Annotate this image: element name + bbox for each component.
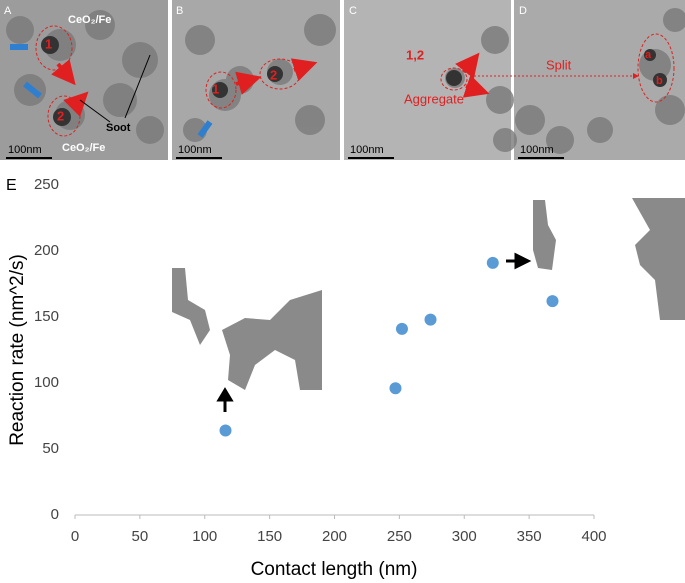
panel-label: D [519, 5, 527, 17]
x-axis-title: Contact length (nm) [251, 559, 418, 580]
point [389, 382, 402, 395]
red-arrows [51, 52, 490, 117]
point [546, 295, 559, 308]
point [395, 322, 408, 335]
annotation: 1 [45, 36, 52, 51]
annotation: 1,2 [406, 47, 424, 62]
annotation: 2 [270, 67, 277, 82]
x-tick-label: 50 [132, 528, 149, 545]
soot-pointers [79, 54, 151, 123]
annotation: CeO₂/Fe [68, 14, 111, 26]
annotation: b [656, 75, 663, 87]
annotation: Split [546, 57, 572, 72]
annotation: CeO₂/Fe [62, 142, 105, 154]
insets [172, 198, 685, 390]
x-tick-label: 100 [192, 528, 217, 545]
panel-label: E [6, 177, 17, 194]
y-tick-label: 100 [34, 374, 59, 391]
panel-label: A [4, 5, 12, 17]
inset-arrows [216, 252, 532, 412]
blue-arrows [10, 44, 213, 138]
annotation: 1 [212, 81, 219, 96]
x-tick-label: 400 [581, 528, 606, 545]
x-tick-label: 0 [71, 528, 79, 545]
annotation: Soot [106, 122, 131, 134]
panel-c-image [344, 0, 511, 160]
point [424, 313, 437, 326]
scale-label: 100nm [520, 144, 554, 156]
scale-label: 100nm [350, 144, 384, 156]
y-tick-label: 250 [34, 176, 59, 193]
y-tick-label: 0 [51, 506, 59, 523]
x-tick-label: 350 [517, 528, 542, 545]
y-axis-title: Reaction rate (nm^2/s) [7, 254, 28, 446]
annotation: Aggregate [404, 91, 464, 106]
x-tick-label: 200 [322, 528, 347, 545]
panel-label: C [349, 5, 357, 17]
y-tick-label: 50 [42, 440, 59, 457]
y-tick-label: 150 [34, 308, 59, 325]
x-tick-label: 250 [387, 528, 412, 545]
annotation: 2 [57, 108, 64, 123]
x-tick-label: 300 [452, 528, 477, 545]
point [486, 256, 499, 269]
scale-label: 100nm [178, 144, 212, 156]
y-tick-label: 200 [34, 242, 59, 259]
point [219, 424, 232, 437]
panel-label: B [176, 5, 183, 17]
x-tick-label: 150 [257, 528, 282, 545]
scale-label: 100nm [8, 144, 42, 156]
annotation: a [645, 49, 652, 61]
micrographs: A 100nm CeO₂/Fe 1 2 Soot CeO₂/Fe B 100nm… [0, 0, 685, 160]
